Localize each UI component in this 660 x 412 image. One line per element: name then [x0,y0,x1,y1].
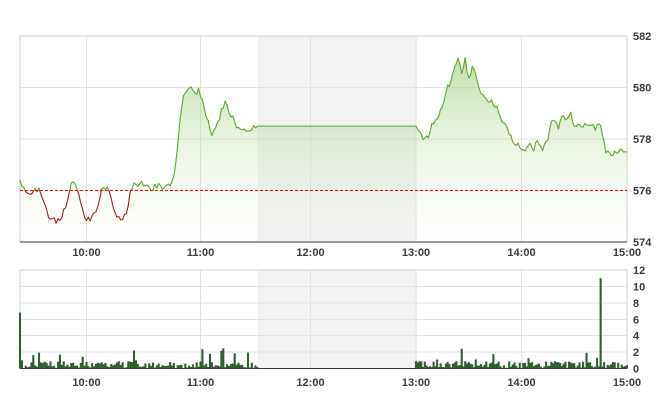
svg-text:12: 12 [633,265,645,277]
svg-text:11:00: 11:00 [187,247,215,259]
svg-text:582: 582 [633,31,651,43]
svg-text:578: 578 [633,134,651,146]
svg-text:11:00: 11:00 [187,377,215,389]
svg-text:4: 4 [633,331,640,343]
svg-text:2: 2 [633,347,639,359]
svg-text:0: 0 [633,364,639,376]
svg-text:10: 10 [633,281,645,293]
svg-text:14:00: 14:00 [507,377,535,389]
svg-text:576: 576 [633,186,651,198]
svg-text:10:00: 10:00 [72,247,100,259]
svg-text:12:00: 12:00 [296,377,324,389]
svg-text:15:00: 15:00 [613,247,641,259]
svg-text:14:00: 14:00 [507,247,535,259]
svg-text:13:00: 13:00 [402,247,430,259]
svg-text:8: 8 [633,298,639,310]
svg-text:6: 6 [633,314,639,326]
svg-text:580: 580 [633,83,651,95]
svg-text:13:00: 13:00 [402,377,430,389]
svg-text:12:00: 12:00 [296,247,324,259]
svg-text:10:00: 10:00 [72,377,100,389]
svg-text:15:00: 15:00 [613,377,641,389]
